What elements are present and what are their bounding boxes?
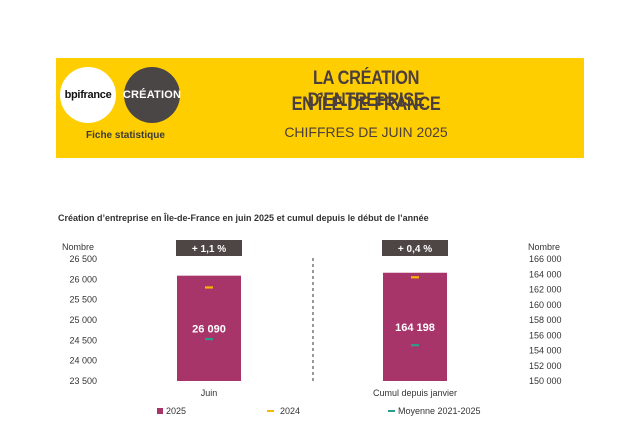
right-tick-label: 154 000 (529, 346, 562, 356)
left-axis-label: Nombre (62, 242, 95, 252)
right-tick-label: 156 000 (529, 330, 562, 340)
creation-logo: CRÉATION (123, 67, 181, 123)
right-tick-label: 152 000 (529, 361, 562, 371)
right-tick-label: 166 000 (529, 254, 562, 264)
bpifrance-logo: bpifrance (60, 67, 116, 123)
right-tick-label: 158 000 (529, 315, 562, 325)
page-subtitle: CHIFFRES DE JUIN 2025 (284, 124, 448, 140)
right-tick-label: 150 000 (529, 376, 562, 386)
page-title-line1: LA CRÉATION D’ENTREPRISE (307, 68, 425, 111)
right-tick-label: 162 000 (529, 285, 562, 295)
legend-swatch-2025 (157, 408, 163, 414)
right-axis-label: Nombre (528, 242, 561, 252)
left-tick-label: 26 500 (69, 254, 97, 264)
left-tick-label: 23 500 (69, 376, 97, 386)
bar-2025 (383, 272, 447, 381)
legend-label-2024: 2024 (280, 406, 300, 416)
left-tick-label: 25 000 (69, 315, 97, 325)
page-title-line2: EN ÎLE-DE-FRANCE (291, 94, 441, 115)
change-badge (382, 240, 448, 256)
header-banner: bpifrance CRÉATION Fiche statistique LA … (56, 58, 584, 158)
change-badge-label: + 0,4 % (398, 244, 432, 255)
left-tick-label: 26 000 (69, 274, 97, 284)
category-label: Cumul depuis janvier (373, 388, 457, 398)
bar-2025 (177, 275, 241, 381)
bar-value-label: 26 090 (192, 323, 226, 335)
change-badge-label: + 1,1 % (192, 244, 226, 255)
left-tick-label: 24 500 (69, 335, 97, 345)
right-tick-label: 160 000 (529, 300, 562, 310)
bar-value-label: 164 198 (395, 322, 435, 334)
fiche-label: Fiche statistique (86, 130, 165, 141)
category-label: Juin (201, 388, 218, 398)
left-tick-label: 24 000 (69, 356, 97, 366)
legend-label-average: Moyenne 2021-2025 (398, 406, 481, 416)
chart-title: Création d’entreprise en Île-de-France e… (58, 213, 429, 223)
right-tick-label: 164 000 (529, 269, 562, 279)
change-badge (176, 240, 242, 256)
legend-label-2025: 2025 (166, 406, 186, 416)
left-tick-label: 25 500 (69, 295, 97, 305)
